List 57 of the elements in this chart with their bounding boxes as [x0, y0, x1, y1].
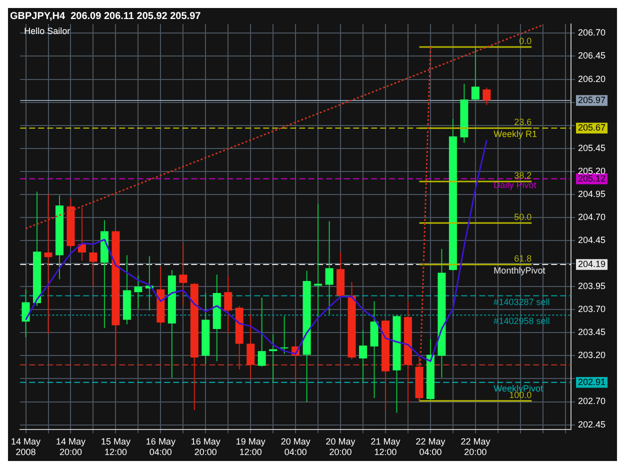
x-tick-label: 22 May 20:00 — [460, 436, 491, 458]
x-tick-label: 22 May 04:00 — [416, 436, 446, 458]
x-tick-label: 16 May 20:00 — [190, 436, 221, 458]
series-label: 38.2 — [514, 170, 532, 181]
y-tick-label: 205.97 — [578, 94, 606, 105]
x-tick-label: 21 May 12:00 — [370, 436, 401, 458]
y-tick-label: 205.45 — [578, 142, 606, 153]
series-label: 50.0 — [514, 212, 532, 222]
x-tick-label: 20 May 04:00 — [280, 436, 311, 458]
y-tick-label: 206.45 — [578, 50, 606, 61]
x-tick-label: 14 May 2008 — [11, 436, 42, 458]
candlestick — [224, 275, 232, 334]
y-tick-label: 204.19 — [578, 258, 606, 269]
ref-line-label: Daily Pivot — [494, 180, 537, 190]
x-tick-label: 15 May 12:00 — [100, 436, 131, 458]
series-label: 61.8 — [514, 253, 532, 264]
y-tick-label: 204.95 — [578, 188, 606, 199]
ref-line-label: Weekly R1 — [494, 129, 538, 140]
candlestick — [179, 242, 188, 306]
ref-line-label: #1402958 sell — [494, 316, 550, 326]
chart-title: GBPJPY,H4 206.09 206.11 205.92 205.97 — [10, 10, 202, 22]
candlestick — [471, 46, 480, 101]
y-tick-label: 202.91 — [578, 376, 606, 387]
y-tick-label: 206.20 — [578, 74, 606, 84]
y-tick-label: 205.67 — [578, 122, 606, 133]
y-tick-label: 202.45 — [578, 419, 606, 430]
candlestick — [482, 87, 491, 106]
candlestick — [246, 314, 255, 380]
annotation: Hello Sailor — [24, 26, 70, 36]
candlestick — [78, 206, 86, 262]
candlestick — [22, 288, 30, 338]
x-tick-label: 20 May 20:00 — [326, 436, 356, 458]
x-tick-label: 14 May 20:00 — [56, 436, 86, 458]
candlestick — [89, 251, 98, 288]
candlestick — [258, 297, 266, 368]
candlestick — [280, 316, 288, 354]
y-tick-label: 203.95 — [578, 281, 606, 292]
y-tick-label: 204.45 — [578, 235, 606, 246]
series-label: 0.0 — [519, 36, 532, 46]
y-tick-label: 203.70 — [578, 304, 606, 314]
candlestick — [269, 334, 278, 383]
y-tick-label: 203.45 — [578, 327, 606, 338]
y-tick-label: 203.20 — [578, 350, 606, 360]
y-tick-label: 202.70 — [578, 396, 606, 406]
candlestick — [325, 220, 334, 315]
series-label: 23.6 — [514, 117, 532, 128]
y-tick-label: 206.70 — [578, 28, 606, 38]
ref-line-label: #1403287 sell — [494, 296, 550, 307]
candlestick — [359, 329, 368, 383]
y-tick-label: 205.20 — [578, 166, 606, 176]
y-tick-label: 205.12 — [578, 173, 606, 184]
x-tick-label: 16 May 04:00 — [146, 436, 176, 458]
ref-line-label: MonthlyPivot — [494, 265, 546, 276]
ref-line-label: WeeklyPivot — [494, 383, 544, 394]
candlestick — [134, 275, 142, 310]
y-tick-label: 204.70 — [578, 212, 606, 222]
x-tick-label: 19 May 12:00 — [236, 436, 266, 458]
